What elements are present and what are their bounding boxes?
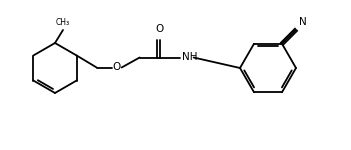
Text: N: N: [299, 17, 307, 27]
Text: O: O: [113, 63, 121, 72]
Text: O: O: [155, 24, 164, 34]
Text: CH₃: CH₃: [56, 18, 70, 27]
Text: NH: NH: [182, 51, 197, 61]
